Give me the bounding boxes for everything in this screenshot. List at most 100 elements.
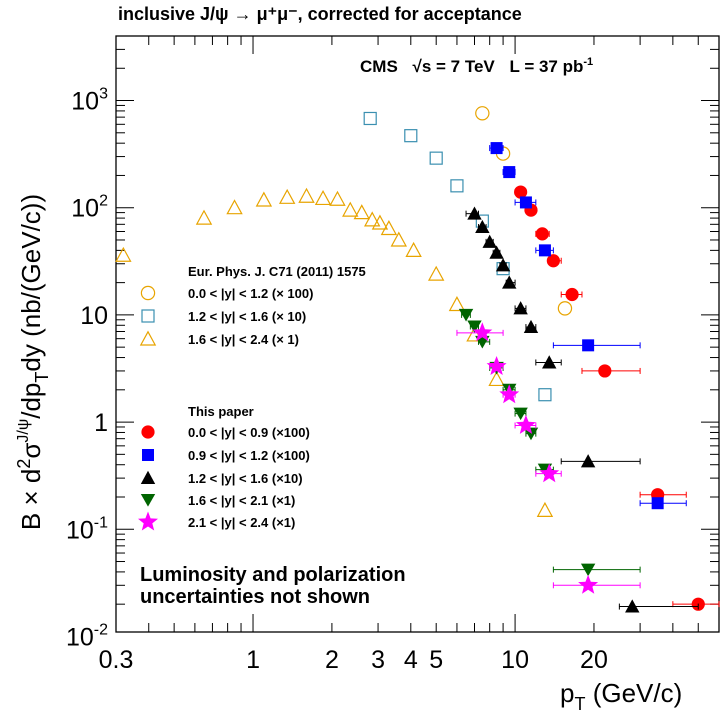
legend-marker	[141, 425, 155, 439]
data-point	[390, 231, 408, 247]
data-point	[598, 364, 612, 378]
y-tick-label: 10-1	[66, 514, 108, 544]
data-point	[523, 319, 539, 334]
data-point	[450, 179, 464, 193]
x-tick-label: 10	[501, 646, 529, 674]
data-point	[475, 106, 490, 121]
data-point	[472, 322, 493, 342]
uncertainty-note: Luminosity and polarization uncertaintie…	[140, 564, 411, 608]
data-point	[404, 129, 418, 143]
x-tick-label: 0.3	[99, 646, 134, 674]
data-point	[364, 211, 381, 227]
data-point	[535, 227, 549, 241]
data-point	[353, 204, 370, 220]
data-point	[363, 111, 377, 126]
x-axis-label: pT (GeV/c)	[560, 678, 682, 714]
data-point	[482, 234, 497, 248]
data-point	[429, 151, 443, 165]
x-tick-label: 20	[580, 646, 608, 674]
x-tick-label: 5	[429, 646, 443, 674]
data-point	[298, 187, 315, 203]
x-tick-label: 4	[404, 646, 418, 674]
legend-marker	[141, 309, 155, 323]
data-point	[515, 415, 536, 434]
data-point	[580, 563, 596, 577]
data-point	[490, 142, 503, 155]
note-line-1: Luminosity and polarization	[140, 564, 406, 586]
legend-marker	[140, 494, 156, 507]
series-1	[363, 111, 552, 402]
legend-entry: 2.1 < |y| < 2.4 (×1)	[188, 515, 295, 530]
y-tick-label: 102	[71, 193, 108, 223]
data-point	[488, 370, 505, 387]
series-3	[514, 185, 720, 611]
data-point	[314, 190, 332, 206]
data-point	[503, 166, 516, 179]
data-point	[427, 265, 445, 281]
legend-entry: 1.6 < |y| < 2.4 (× 1)	[188, 332, 299, 347]
note-line-2: uncertainties not shown	[140, 586, 370, 608]
legend-marker	[142, 449, 154, 461]
data-points	[115, 106, 720, 613]
legend-entry: 1.2 < |y| < 1.6 (× 10)	[188, 309, 306, 324]
series-7	[456, 322, 641, 594]
lumi-label: L = 37 pb	[510, 57, 584, 76]
y-axis-label: B × d2σJ/ψ/dpTdy (nb/(GeV/c))	[14, 194, 52, 530]
plot-border	[115, 35, 720, 633]
plot-frame	[115, 35, 720, 633]
data-point	[565, 287, 579, 302]
data-point	[329, 190, 346, 206]
data-point	[115, 246, 132, 262]
chart-title: inclusive J/ψ → μ⁺μ⁻, corrected for acce…	[118, 4, 522, 24]
data-point	[538, 244, 551, 257]
data-point	[448, 296, 466, 312]
legend-entry: 0.0 < |y| < 0.9 (×100)	[188, 425, 310, 440]
data-point	[580, 454, 596, 468]
data-point	[651, 497, 664, 510]
data-point	[513, 407, 528, 421]
data-point	[195, 209, 213, 225]
series-4	[489, 142, 687, 510]
data-point	[405, 241, 422, 257]
data-point	[519, 196, 532, 209]
y-tick-label: 10-2	[66, 621, 108, 651]
data-point	[502, 275, 517, 289]
legend-marker	[138, 511, 158, 531]
legend: Eur. Phys. J. C71 (2011) 1575 This paper 0…	[138, 264, 366, 531]
data-point	[226, 199, 243, 215]
y-tick-label: 10	[80, 302, 108, 330]
data-point	[582, 339, 595, 352]
y-tick-label: 103	[71, 86, 108, 116]
data-point	[538, 388, 552, 402]
data-point	[539, 463, 560, 483]
legend-marker	[140, 470, 156, 484]
data-point	[578, 574, 599, 594]
series-0	[475, 106, 573, 316]
data-point	[475, 219, 490, 234]
experiment-name: CMS	[360, 57, 398, 76]
data-point	[255, 191, 273, 207]
series-2	[115, 187, 554, 517]
legend-header-published: Eur. Phys. J. C71 (2011) 1575	[188, 264, 366, 279]
data-point	[514, 185, 528, 199]
legend-entry: 0.0 < |y| < 1.2 (× 100)	[188, 286, 313, 301]
data-point	[489, 245, 504, 259]
data-point	[557, 301, 573, 316]
legend-entry: 1.2 < |y| < 1.6 (×10)	[188, 471, 303, 486]
energy-label: √s = 7 TeV	[413, 57, 496, 76]
legend-marker	[139, 330, 157, 346]
legend-marker	[140, 285, 156, 301]
data-point	[342, 201, 359, 217]
x-tick-label: 1	[246, 646, 260, 674]
data-point	[278, 188, 296, 204]
series-6	[458, 308, 641, 577]
data-point	[495, 258, 511, 272]
data-point	[467, 206, 482, 220]
data-point	[625, 599, 640, 613]
x-tick-label: 2	[325, 646, 339, 674]
legend-entry: 0.9 < |y| < 1.2 (×100)	[188, 448, 310, 463]
data-point	[371, 214, 389, 230]
data-point	[546, 254, 560, 268]
